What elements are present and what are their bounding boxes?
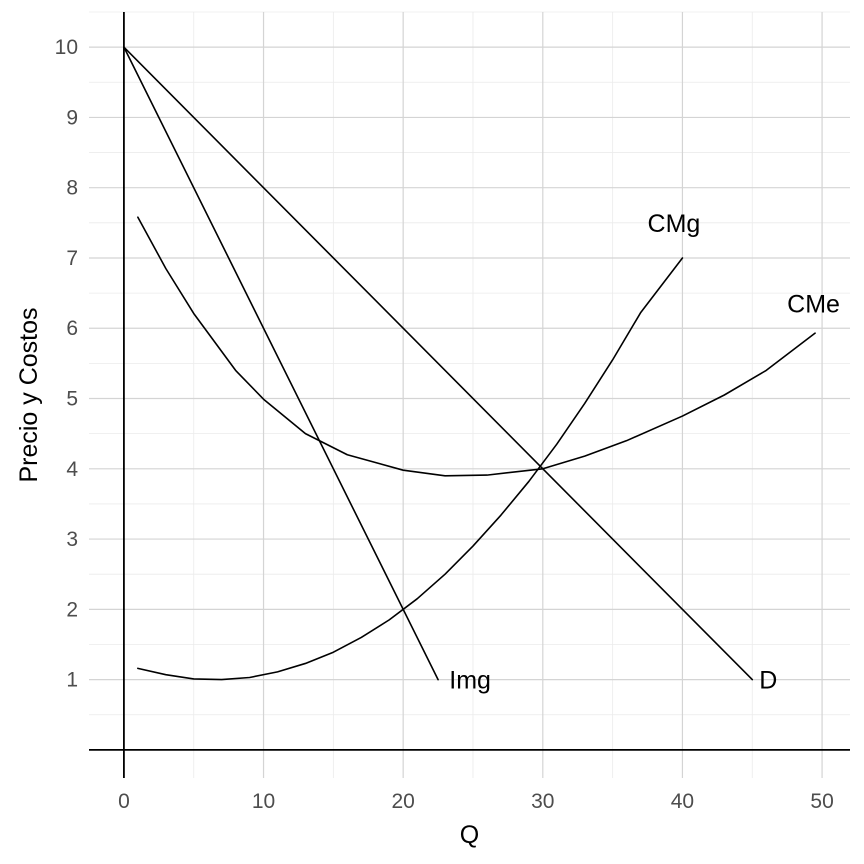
y-tick-label: 1 xyxy=(66,669,78,692)
y-tick-label: 6 xyxy=(66,317,78,340)
x-tick-label: 0 xyxy=(118,790,130,813)
axes xyxy=(89,12,850,778)
label-cme: CMe xyxy=(787,291,840,319)
y-tick-label: 4 xyxy=(66,458,78,481)
y-axis-title: Precio y Costos xyxy=(15,307,43,482)
y-tick-label: 2 xyxy=(66,598,78,621)
label-img: Img xyxy=(449,667,491,695)
label-cmg: CMg xyxy=(648,210,701,238)
y-tick-label: 8 xyxy=(66,177,78,200)
minor-grid xyxy=(89,11,850,778)
curve-cme xyxy=(137,216,816,477)
x-tick-label: 20 xyxy=(391,790,414,813)
curve-img xyxy=(123,46,439,681)
y-tick-label: 5 xyxy=(66,388,78,411)
y-tick-label: 7 xyxy=(66,247,78,270)
y-tick-label: 9 xyxy=(66,106,78,129)
tick-labels: 0 10 20 30 40 50 1 2 3 4 5 6 7 8 9 10 xyxy=(55,36,834,813)
x-tick-label: 30 xyxy=(531,790,554,813)
x-tick-label: 50 xyxy=(810,790,833,813)
curve-labels: Img D CMg CMe xyxy=(449,210,840,695)
label-d: D xyxy=(759,667,777,695)
x-tick-label: 40 xyxy=(671,790,694,813)
y-tick-label: 10 xyxy=(55,36,78,59)
x-tick-label: 10 xyxy=(252,790,275,813)
y-tick-label: 3 xyxy=(66,528,78,551)
curve-cmg xyxy=(137,257,684,681)
curves xyxy=(123,46,816,681)
x-axis-title: Q xyxy=(460,821,479,849)
curve-d xyxy=(123,46,754,681)
